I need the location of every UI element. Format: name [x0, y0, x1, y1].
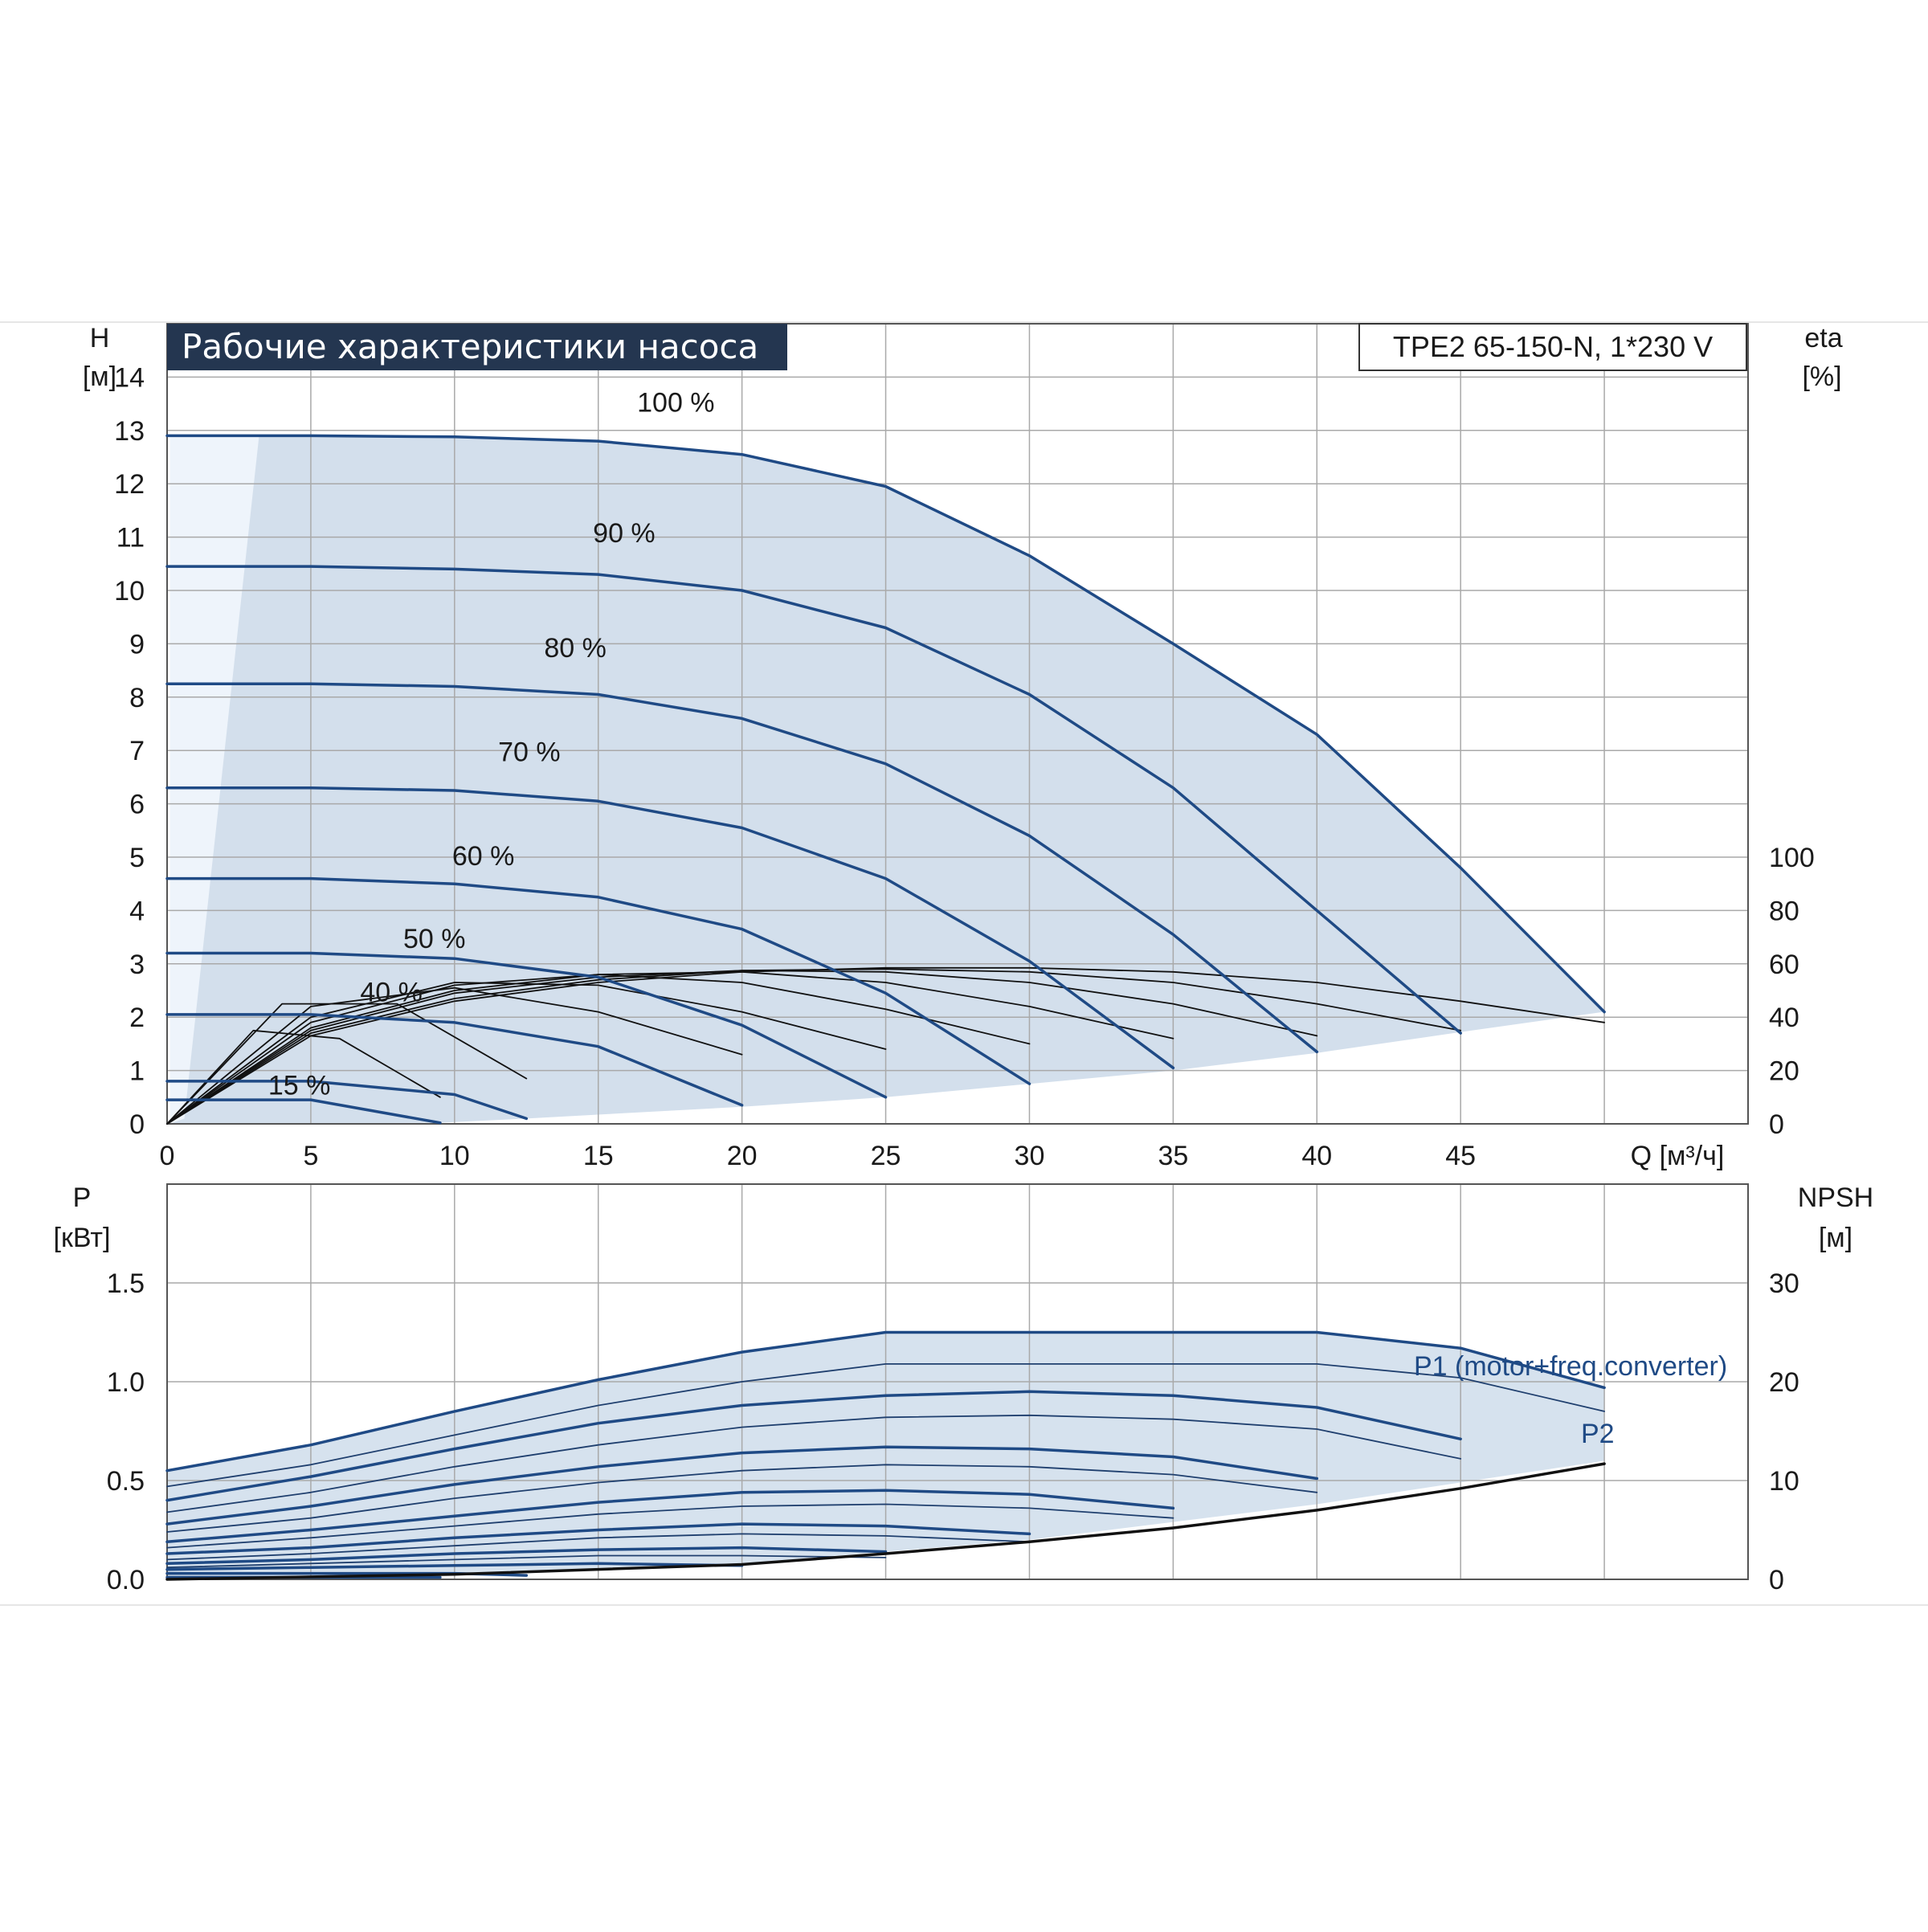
y-tick-label: 0 — [129, 1109, 145, 1140]
x-tick-label: 0 — [160, 1141, 175, 1171]
head-curve — [165, 951, 888, 1099]
x-tick-label: 5 — [303, 1141, 318, 1171]
head-curve — [165, 1080, 529, 1121]
power-axis-label: P — [73, 1182, 92, 1213]
power-tick-label: 1.5 — [107, 1268, 145, 1299]
p1-curve — [165, 1489, 1175, 1544]
x-tick-label: 30 — [1015, 1141, 1045, 1171]
p2-curve — [166, 1554, 887, 1569]
x-tick-label: 10 — [439, 1141, 470, 1171]
npsh-axis-label: NPSH — [1798, 1182, 1873, 1213]
y-tick-label: 6 — [129, 790, 145, 820]
head-curve — [165, 1013, 744, 1107]
head-curve — [165, 682, 1319, 1054]
y2-tick-label: 0 — [1769, 1109, 1784, 1140]
p2-curve — [166, 1503, 1174, 1549]
y-tick-label: 4 — [129, 896, 145, 926]
head-curve — [165, 434, 1606, 1014]
p2-curve — [166, 1533, 1031, 1561]
p2-curve — [166, 1363, 1605, 1488]
y-tick-label: 10 — [114, 576, 145, 607]
npsh-axis-unit: [м] — [1819, 1223, 1852, 1253]
speed-label: 90 % — [593, 518, 656, 549]
y2-tick-label: 40 — [1769, 1003, 1799, 1033]
p1-curve — [165, 1546, 888, 1566]
model-box — [1358, 323, 1747, 371]
y2-tick-label: 20 — [1769, 1056, 1799, 1087]
y-tick-label: 14 — [114, 362, 145, 393]
title-banner — [167, 324, 787, 370]
speed-label: 70 % — [498, 737, 561, 767]
efficiency-curve — [166, 986, 743, 1125]
y-tick-label: 9 — [129, 629, 145, 660]
x-tick-label: 15 — [583, 1141, 614, 1171]
y-tick-label: 2 — [129, 1003, 145, 1033]
speed-label: 80 % — [544, 633, 607, 664]
y-tick-label: 13 — [114, 416, 145, 447]
efficiency-curve — [166, 982, 887, 1125]
y2-tick-label: 80 — [1769, 896, 1799, 926]
speed-label: 60 % — [452, 841, 515, 872]
x-tick-label: 45 — [1445, 1141, 1476, 1171]
x-tick-label: 35 — [1158, 1141, 1188, 1171]
y-tick-label: 11 — [116, 523, 145, 553]
efficiency-curve — [166, 974, 1031, 1125]
npsh-tick-label: 10 — [1769, 1466, 1799, 1497]
y-tick-label: 12 — [114, 469, 145, 500]
plot-frame-top — [166, 323, 1749, 1125]
npsh-tick-label: 20 — [1769, 1367, 1799, 1398]
y-tick-label: 1 — [129, 1056, 145, 1087]
y-tick-label: 3 — [129, 950, 145, 980]
p2-curve — [166, 1464, 1318, 1533]
y-tick-label: 5 — [129, 843, 145, 873]
p1-curve — [165, 1562, 744, 1571]
p2-annotation: P2 — [1581, 1419, 1615, 1449]
head-curve — [165, 876, 1031, 1085]
speed-label: 15 % — [268, 1070, 331, 1101]
p2-curve — [166, 1414, 1462, 1513]
efficiency-curve — [166, 1029, 441, 1125]
flow-axis-label: Q [м³/ч] — [1631, 1141, 1725, 1171]
efficiency-curve — [166, 966, 1605, 1125]
eta-axis-unit: [%] — [1802, 361, 1841, 392]
p1-curve — [165, 1522, 1031, 1555]
head-axis-unit: [м] — [83, 361, 116, 392]
npsh-tick-label: 30 — [1769, 1268, 1799, 1299]
head-curve — [165, 786, 1175, 1070]
power-tick-label: 1.0 — [107, 1367, 145, 1398]
x-tick-label: 20 — [727, 1141, 758, 1171]
speed-label: 50 % — [403, 924, 466, 954]
p1-curve — [165, 1330, 1606, 1472]
efficiency-curve — [166, 970, 1174, 1125]
npsh-curve — [165, 1462, 1606, 1581]
p1-annotation: P1 (motor+freq.converter) — [1414, 1351, 1727, 1382]
x-tick-label: 40 — [1301, 1141, 1332, 1171]
y-tick-label: 8 — [129, 683, 145, 713]
model-label: TPE2 65-150-N, 1*230 V — [1393, 330, 1713, 363]
power-axis-unit: [кВт] — [54, 1223, 111, 1253]
chart-title: Рабочие характеристики насоса — [182, 327, 758, 366]
eta-axis-label: eta — [1804, 323, 1842, 353]
head-curve — [165, 565, 1462, 1035]
y2-tick-label: 100 — [1769, 843, 1815, 873]
power-tick-label: 0.0 — [107, 1565, 145, 1595]
p1-curve — [165, 1445, 1319, 1526]
x-tick-label: 25 — [871, 1141, 901, 1171]
plot-frame-bottom — [166, 1183, 1749, 1580]
npsh-tick-label: 0 — [1769, 1565, 1784, 1595]
speed-label: 40 % — [360, 977, 423, 1007]
power-tick-label: 0.5 — [107, 1466, 145, 1497]
y2-tick-label: 60 — [1769, 950, 1799, 980]
efficiency-curve — [166, 1003, 528, 1125]
p1-curve — [165, 1390, 1462, 1502]
y-tick-label: 7 — [129, 736, 145, 766]
head-curve — [165, 1098, 442, 1125]
speed-label: 100 % — [637, 388, 714, 419]
head-axis-label: H — [90, 323, 110, 353]
